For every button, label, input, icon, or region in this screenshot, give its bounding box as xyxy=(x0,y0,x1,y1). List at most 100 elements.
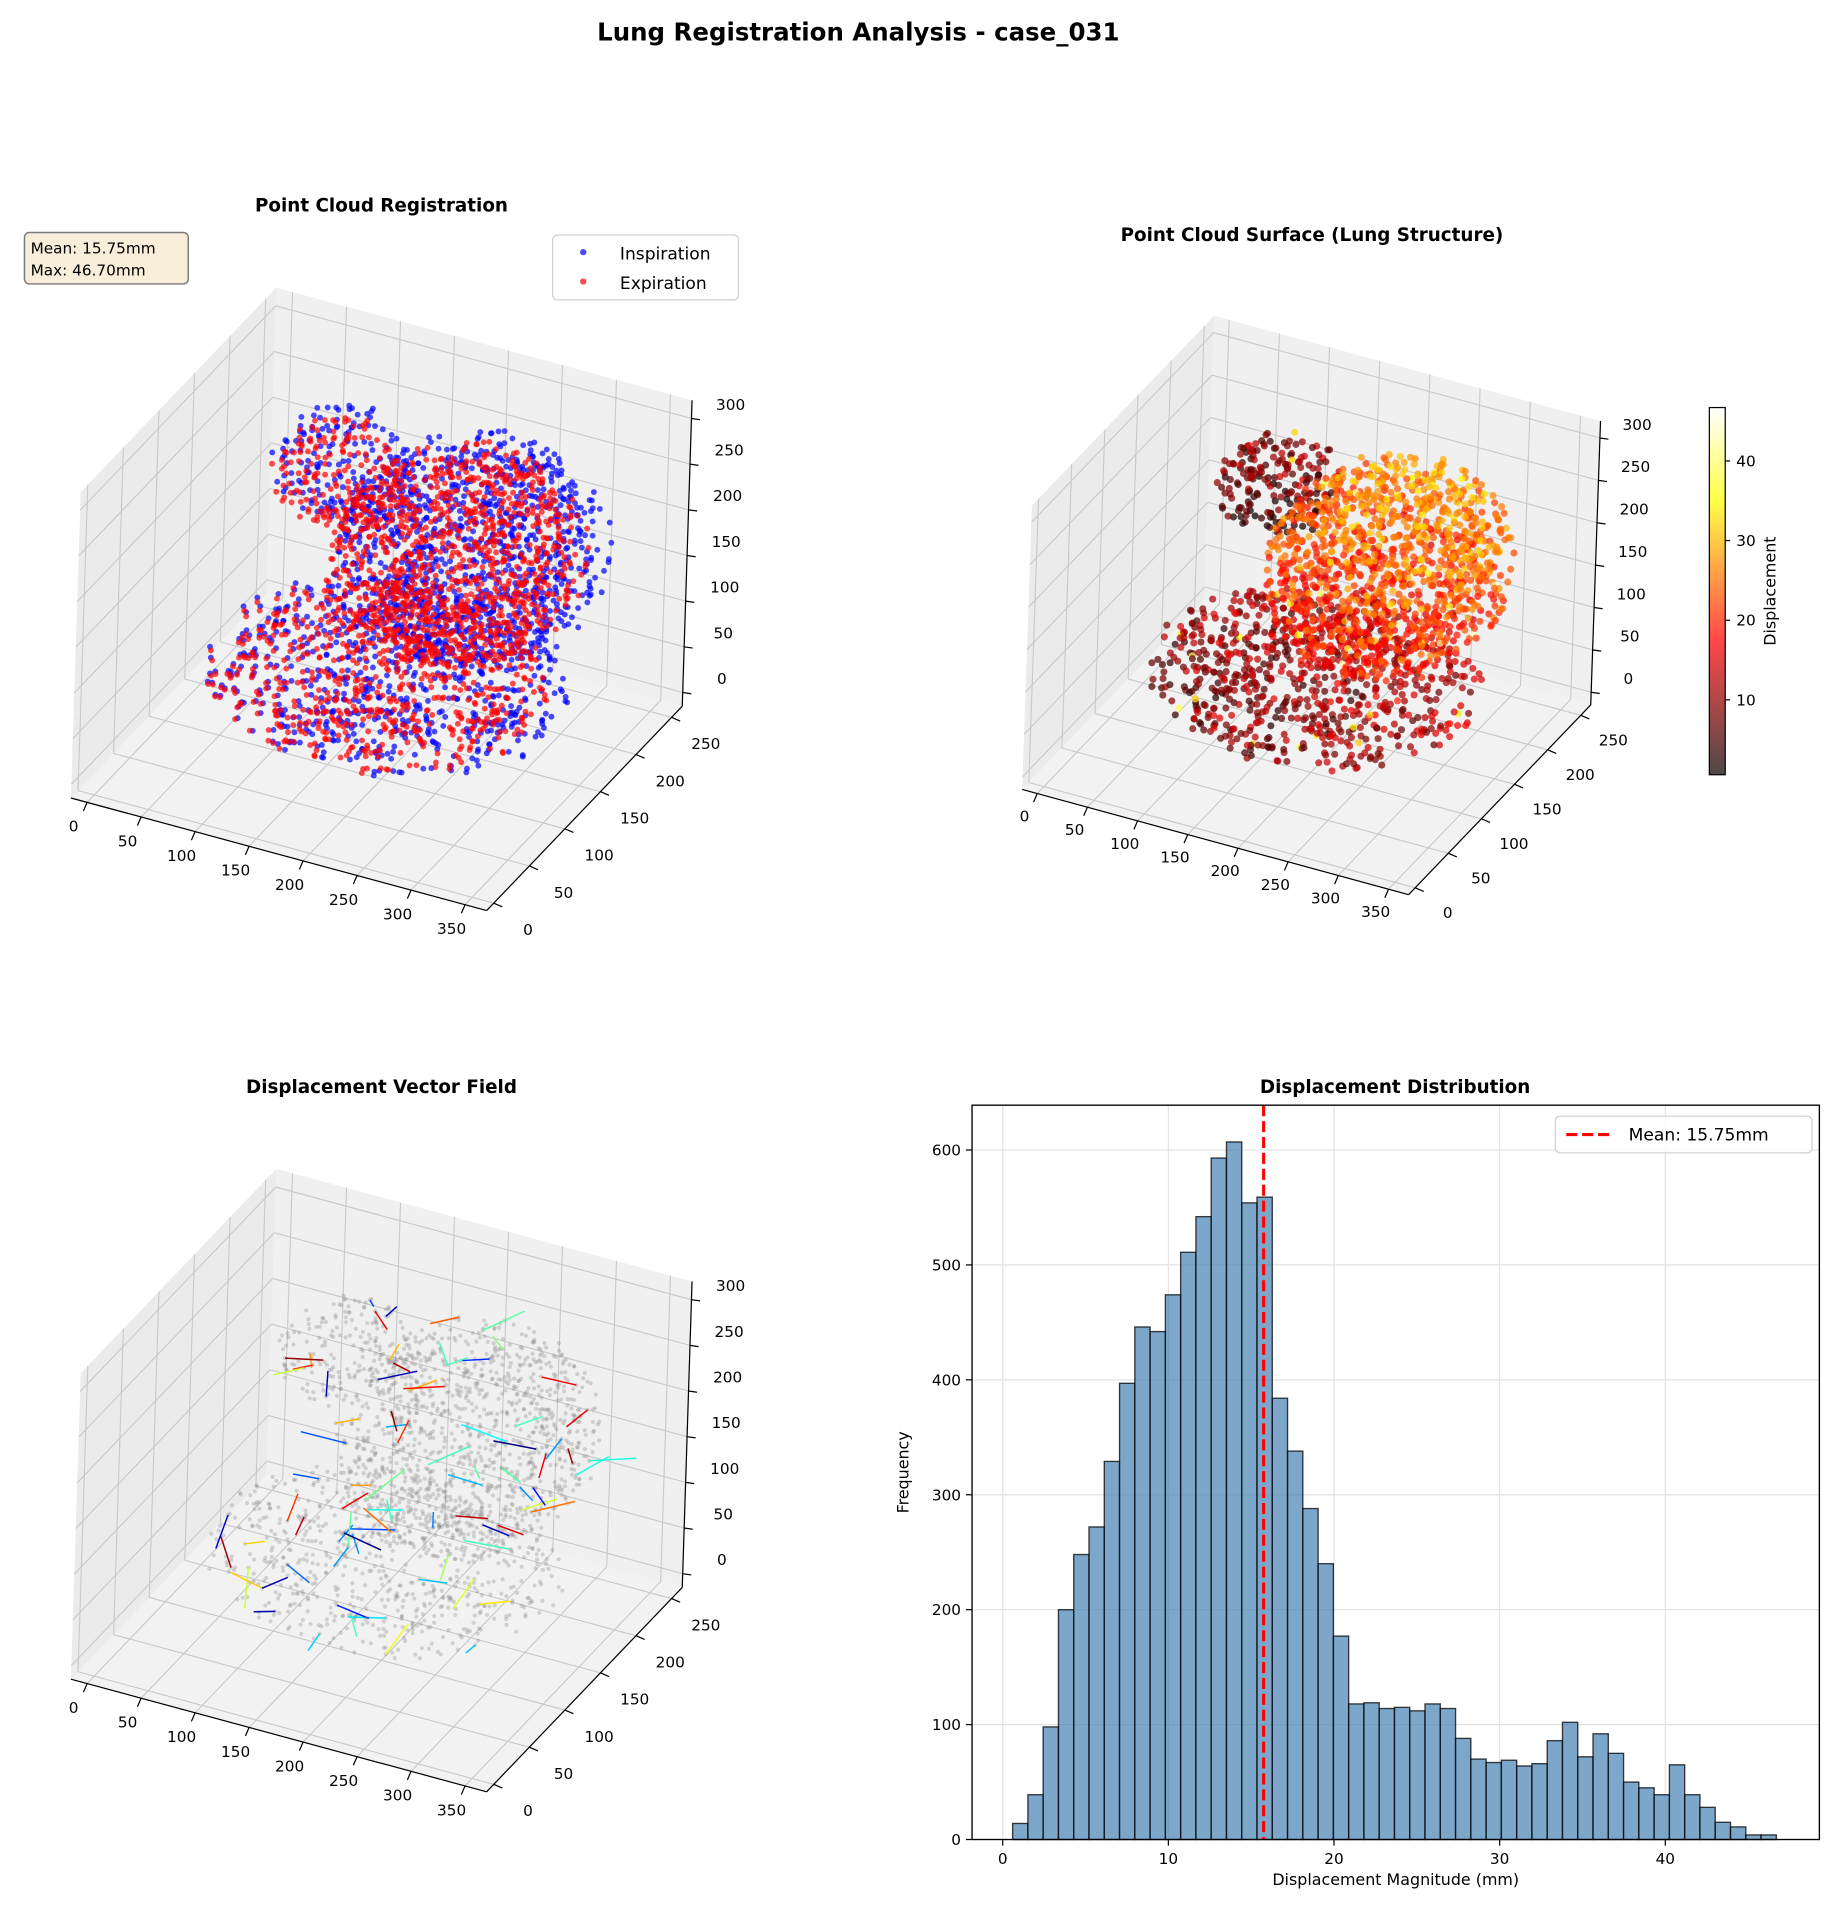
inspiration-point xyxy=(578,544,585,551)
expiration-point xyxy=(498,685,505,692)
expiration-point xyxy=(342,519,349,526)
expiration-point xyxy=(297,636,304,643)
inspiration-point xyxy=(366,554,373,561)
inspiration-point xyxy=(480,569,486,576)
displacement-point xyxy=(1460,672,1468,680)
displacement-point xyxy=(1477,537,1485,545)
x-tick-label: 50 xyxy=(1065,821,1084,839)
expiration-point xyxy=(460,557,466,563)
expiration-point xyxy=(538,500,545,507)
gridline xyxy=(75,442,272,648)
y-tick xyxy=(493,902,503,908)
inspiration-point xyxy=(442,714,449,720)
expiration-point xyxy=(463,592,469,599)
inspiration-point xyxy=(547,608,553,614)
expiration-point xyxy=(309,424,316,431)
expiration-point xyxy=(364,487,370,494)
displacement-point xyxy=(1436,591,1444,599)
displacement-point xyxy=(1286,489,1294,497)
inspiration-point xyxy=(403,695,410,702)
inspiration-point xyxy=(538,595,544,602)
x-tick xyxy=(82,802,88,812)
expiration-point xyxy=(308,634,315,640)
expiration-point xyxy=(399,721,406,728)
inspiration-point xyxy=(532,733,539,740)
inspiration-point xyxy=(540,486,547,493)
expiration-point xyxy=(236,666,243,673)
expiration-point xyxy=(341,467,348,474)
expiration-point xyxy=(347,451,353,458)
expiration-point xyxy=(418,588,425,595)
expiration-point xyxy=(469,738,476,744)
expiration-point xyxy=(543,550,550,557)
inspiration-point xyxy=(588,557,594,563)
expiration-point xyxy=(412,522,418,529)
expiration-point xyxy=(283,470,290,477)
expiration-point xyxy=(453,487,460,494)
expiration-point xyxy=(358,511,365,518)
displacement-point xyxy=(1457,702,1465,710)
gridline xyxy=(76,396,274,602)
displacement-point xyxy=(1400,582,1408,590)
displacement-point xyxy=(1249,602,1257,610)
expiration-point xyxy=(402,483,408,489)
expiration-point xyxy=(449,474,456,481)
expiration-point xyxy=(572,551,579,558)
expiration-point xyxy=(346,698,353,705)
expiration-point xyxy=(460,650,467,657)
gridline xyxy=(444,335,456,642)
expiration-point xyxy=(336,716,343,723)
expiration-point xyxy=(362,753,369,760)
inspiration-point xyxy=(365,478,372,485)
expiration-point xyxy=(335,732,342,739)
displacement-point xyxy=(1487,591,1495,599)
expiration-point xyxy=(359,737,365,744)
displacement-point xyxy=(1501,536,1509,544)
inspiration-point xyxy=(438,556,445,563)
expiration-point xyxy=(513,449,520,456)
inspiration-point xyxy=(329,583,336,590)
displacement-point xyxy=(1275,506,1283,514)
expiration-point xyxy=(471,562,478,569)
displacement-point xyxy=(1402,498,1410,506)
displacement-point xyxy=(1276,473,1284,481)
expiration-point xyxy=(383,480,390,487)
displacement-point xyxy=(1300,452,1308,460)
inspiration-point xyxy=(592,574,599,581)
displacement-point xyxy=(1374,480,1382,488)
expiration-point xyxy=(466,557,473,564)
inspiration-point xyxy=(298,414,305,420)
expiration-point xyxy=(249,649,256,656)
expiration-point xyxy=(522,459,529,466)
expiration-point xyxy=(506,552,513,559)
expiration-point xyxy=(582,563,589,570)
inspiration-point xyxy=(344,667,351,674)
expiration-point xyxy=(449,731,456,738)
displacement-point xyxy=(1233,479,1241,487)
x-tick-label: 250 xyxy=(1261,876,1290,894)
expiration-point xyxy=(468,591,475,598)
expiration-point xyxy=(510,489,516,496)
y-tick-label: 50 xyxy=(554,884,573,902)
inspiration-point xyxy=(423,515,430,521)
expiration-point xyxy=(500,619,507,626)
expiration-point xyxy=(365,713,372,720)
displacement-point xyxy=(1494,548,1502,556)
inspiration-point xyxy=(386,683,393,690)
inspiration-point xyxy=(307,586,314,593)
displacement-point xyxy=(1464,657,1472,665)
expiration-point xyxy=(316,437,323,444)
expiration-point xyxy=(351,434,358,441)
expiration-point xyxy=(416,597,422,604)
expiration-point xyxy=(411,632,418,639)
displacement-point xyxy=(1354,466,1362,474)
expiration-point xyxy=(289,591,296,598)
expiration-point xyxy=(479,590,486,597)
displacement-point xyxy=(1396,452,1404,461)
inspiration-point xyxy=(379,426,386,433)
expiration-point xyxy=(537,565,544,572)
displacement-point xyxy=(1376,564,1384,573)
displacement-point xyxy=(1247,448,1255,456)
expiration-point xyxy=(321,417,328,423)
expiration-point xyxy=(532,644,539,651)
